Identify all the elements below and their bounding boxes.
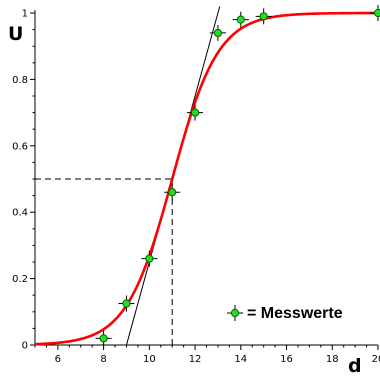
data-point bbox=[232, 11, 249, 28]
y-ticks: 0 0.2 0.4 0.6 0.8 1 bbox=[12, 9, 35, 352]
fit-curve-group bbox=[34, 11, 378, 346]
x-tick-label: 20 bbox=[372, 354, 380, 365]
data-point bbox=[95, 330, 112, 347]
point-marker bbox=[236, 15, 245, 24]
plot-area: 6 8 10 12 14 16 18 20 0 0.2 0.4 0.6 0.8 1 bbox=[12, 5, 380, 365]
point-marker bbox=[145, 254, 154, 263]
y-tick-label: 0.6 bbox=[12, 141, 28, 152]
data-point bbox=[187, 104, 204, 121]
data-point bbox=[164, 184, 181, 201]
x-tick-label: 8 bbox=[100, 354, 106, 365]
point-marker bbox=[230, 308, 240, 318]
x-tick-label: 16 bbox=[280, 354, 293, 365]
data-point bbox=[118, 295, 135, 312]
data-point bbox=[370, 5, 380, 21]
legend-marker bbox=[227, 305, 243, 321]
y-tick-label: 0.8 bbox=[12, 75, 28, 86]
data-point bbox=[209, 24, 226, 41]
point-marker bbox=[259, 12, 268, 21]
y-tick-label: 1 bbox=[22, 9, 28, 20]
y-tick-label: 0.2 bbox=[12, 274, 28, 285]
guide-lines bbox=[35, 178, 173, 345]
point-marker bbox=[373, 8, 380, 18]
x-tick-label: 10 bbox=[143, 354, 156, 365]
x-tick-label: 18 bbox=[326, 354, 339, 365]
point-marker bbox=[122, 299, 131, 308]
point-marker bbox=[213, 28, 223, 38]
data-point bbox=[255, 8, 272, 25]
x-ticks: 6 8 10 12 14 16 18 20 bbox=[34, 345, 380, 365]
x-tick-label: 6 bbox=[55, 354, 61, 365]
y-tick-label: 0.4 bbox=[12, 208, 28, 219]
y-tick-label: 0 bbox=[22, 341, 28, 352]
legend: = Messwerte bbox=[227, 305, 343, 322]
data-point bbox=[141, 250, 158, 267]
point-marker bbox=[190, 108, 200, 117]
x-tick-label: 14 bbox=[234, 354, 247, 365]
fit-curve bbox=[34, 11, 378, 346]
y-axis-title: U bbox=[8, 23, 23, 45]
legend-label: = Messwerte bbox=[247, 305, 343, 322]
legend-point bbox=[227, 305, 243, 321]
point-marker bbox=[168, 188, 177, 197]
data-points bbox=[95, 5, 380, 347]
x-tick-label: 12 bbox=[189, 354, 202, 365]
point-marker bbox=[99, 334, 108, 343]
x-axis-title: d bbox=[348, 355, 362, 376]
